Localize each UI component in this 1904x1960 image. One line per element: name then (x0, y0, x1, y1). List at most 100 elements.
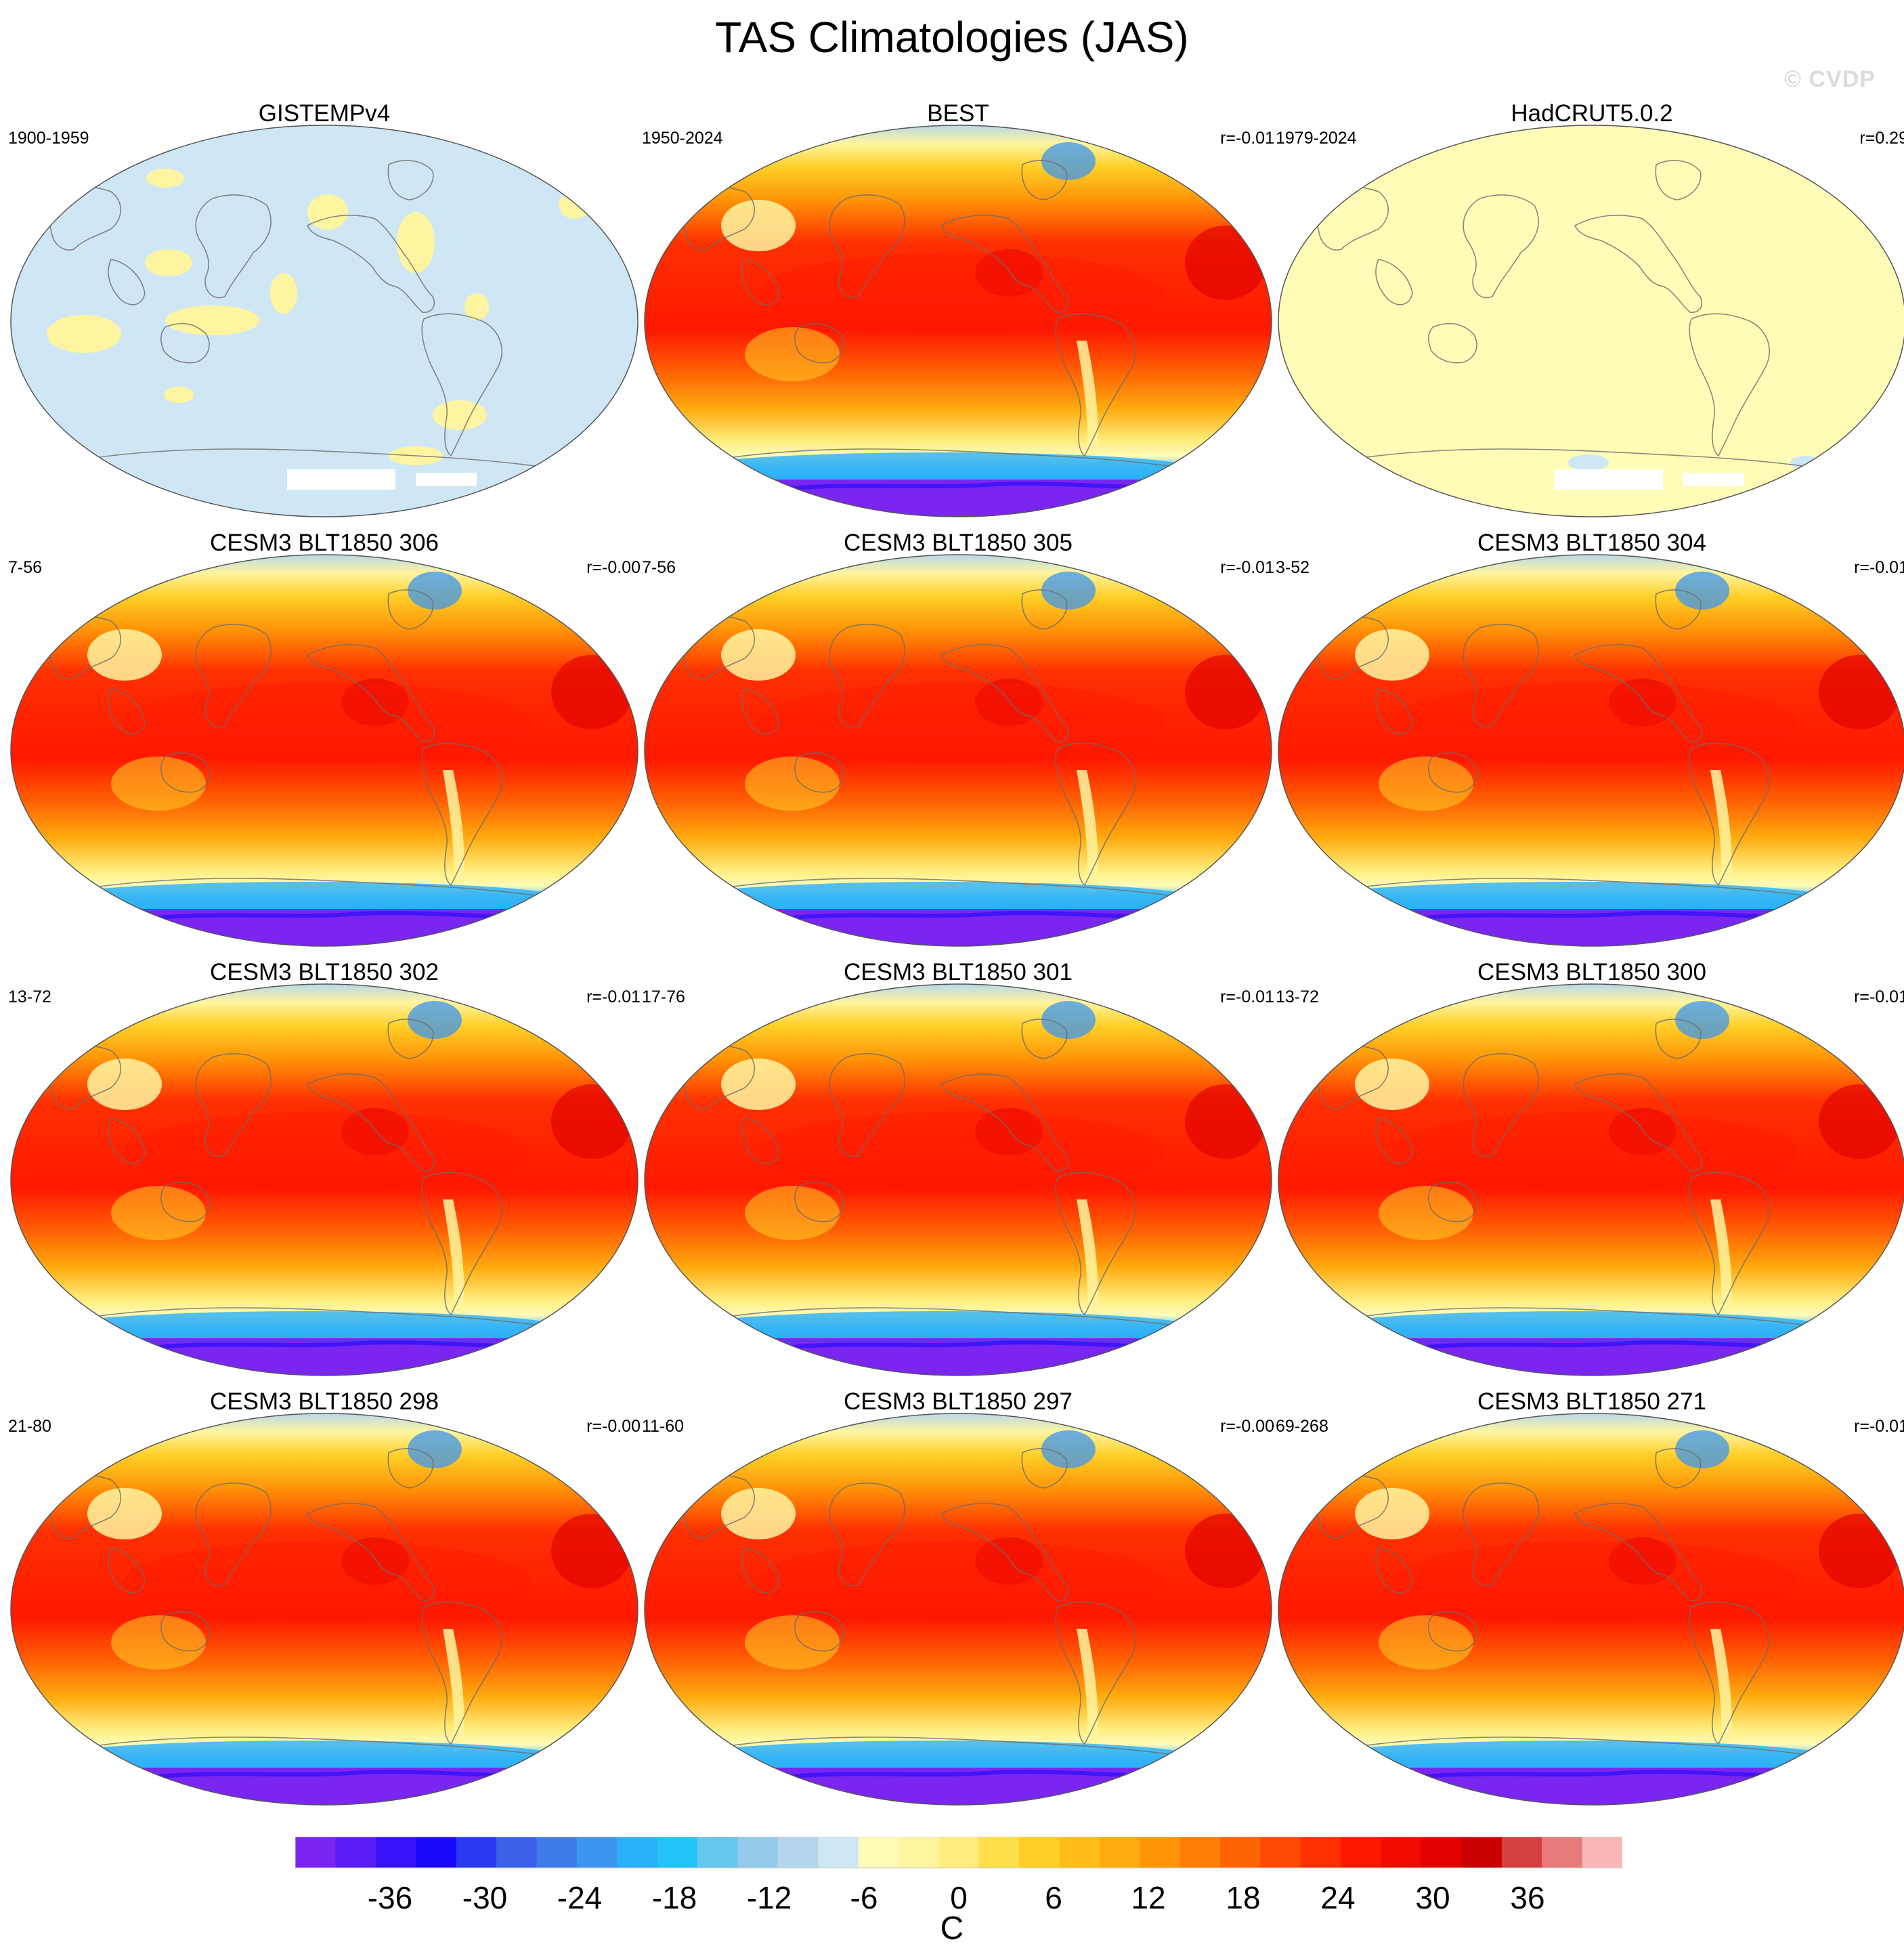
globe-outline (10, 1413, 639, 1806)
coastline (1689, 313, 1770, 457)
anomaly-patch (165, 305, 260, 335)
panel-correlation: r=-0.01 (1854, 558, 1904, 577)
panel-title: CESM3 BLT1850 300 (1477, 959, 1706, 985)
globe-outline (1278, 983, 1904, 1376)
panel-correlation: r=-0.01 (1220, 129, 1274, 148)
southern-ocean-band (684, 452, 1198, 486)
map-panel: CESM3 BLT1850 297 11-60 r=-0.00 (642, 1388, 1274, 1808)
greenland-cold-region (1675, 1001, 1729, 1039)
map-panel: HadCRUT5.0.2 1979-2024 r=0.29 (1276, 100, 1904, 520)
coastline (1689, 1172, 1770, 1316)
australia-region (111, 1186, 206, 1240)
globe-map (644, 125, 1272, 517)
colorbar-border (295, 1837, 1622, 1869)
greenland-cold-region (408, 1430, 462, 1468)
coastline (1314, 1473, 1389, 1539)
warm-anomaly-region (1819, 1514, 1900, 1588)
panel-years: 13-72 (1276, 987, 1319, 1006)
colorbar-swatch (697, 1837, 738, 1868)
australia-region (745, 327, 840, 381)
globe-map (1278, 125, 1904, 517)
greenland-cold-region (1041, 572, 1096, 610)
map-panel: CESM3 BLT1850 300 13-72 r=-0.01 (1276, 959, 1904, 1379)
panel-title: BEST (927, 100, 989, 127)
missing-data-region (1683, 473, 1744, 486)
anomaly-patch (307, 194, 348, 230)
colorbar-swatch (416, 1837, 457, 1868)
panel-years: 7-56 (8, 558, 43, 577)
coastline (47, 185, 121, 251)
warm-anomaly-region (1609, 1108, 1676, 1155)
warm-anomaly-region (975, 1537, 1043, 1585)
coastline (387, 1448, 434, 1489)
panel-title: HadCRUT5.0.2 (1511, 100, 1673, 127)
panel-title: CESM3 BLT1850 305 (844, 530, 1073, 556)
panel-title: GISTEMPv4 (258, 100, 391, 127)
anomaly-patch (464, 293, 489, 320)
coastline (794, 1182, 844, 1222)
panel-correlation: r=-0.01 (1220, 558, 1274, 577)
globe-map (1278, 554, 1904, 947)
panel-years: 1950-2024 (642, 129, 723, 148)
coastline (1655, 160, 1702, 200)
warm-anomaly-region (341, 1108, 409, 1155)
coastline (680, 1044, 755, 1109)
globe-outline (1278, 1413, 1904, 1806)
tropical-warm-band (758, 1111, 1165, 1193)
coastline (1689, 1601, 1770, 1745)
panel-correlation: r=-0.00 (586, 1417, 641, 1436)
coastline (1314, 185, 1389, 251)
greenland-cold-region (1675, 572, 1729, 610)
coastline (421, 1172, 502, 1316)
tropical-warm-band (758, 1541, 1165, 1622)
australia-region (745, 1615, 840, 1669)
tropical-warm-band (125, 1111, 531, 1193)
warm-anomaly-region (1609, 1537, 1676, 1585)
globe-map (10, 554, 639, 947)
coastline (387, 589, 434, 630)
colorbar-tick-label: -36 (368, 1880, 412, 1915)
colorbar-swatch (898, 1837, 939, 1868)
anomaly-patch (164, 387, 194, 403)
panel-title: CESM3 BLT1850 304 (1477, 530, 1706, 556)
greenland-cold-region (1041, 1430, 1096, 1468)
coastline (1021, 160, 1068, 200)
coastline (108, 259, 146, 305)
colorbar-swatch (1582, 1837, 1622, 1868)
anomaly-patch (433, 400, 487, 430)
coastline (741, 688, 779, 735)
panel-years: 3-52 (1276, 558, 1310, 577)
australia-region (111, 1615, 206, 1669)
colorbar-swatch (938, 1837, 980, 1868)
coastline (306, 1503, 435, 1602)
colorbar-swatch (576, 1837, 618, 1868)
panel-years: 1900-1959 (8, 129, 89, 148)
coastline (741, 1117, 779, 1164)
colorbar-tick-label: -18 (652, 1880, 697, 1915)
panel-years: 11-60 (642, 1417, 685, 1436)
coastline (195, 624, 272, 728)
coastline (1055, 1601, 1136, 1745)
tropical-warm-band (125, 682, 531, 763)
colorbar-swatch (1421, 1837, 1463, 1868)
anomaly-patch (559, 192, 591, 219)
coastline (1574, 644, 1703, 743)
globe-map (644, 983, 1272, 1376)
coastline (195, 194, 272, 299)
panel-years: 1979-2024 (1276, 129, 1357, 148)
coastline (1574, 1503, 1703, 1602)
coastline (1375, 688, 1413, 735)
australia-region (745, 1186, 840, 1240)
andes-cool-strip (1077, 341, 1098, 463)
colorbar-swatch (496, 1837, 537, 1868)
australia-region (1379, 1615, 1473, 1669)
map-panel: CESM3 BLT1850 306 7-56 r=-0.00 (8, 530, 641, 950)
colorbar-tick-label: 30 (1415, 1880, 1450, 1915)
warm-anomaly-region (1185, 655, 1266, 729)
panel-years: 69-268 (1276, 1417, 1328, 1436)
coastline (1689, 742, 1770, 887)
warm-anomaly-region (551, 1514, 632, 1588)
coastline (794, 323, 844, 364)
coastline (195, 1483, 272, 1587)
panel-title: CESM3 BLT1850 297 (844, 1388, 1073, 1415)
